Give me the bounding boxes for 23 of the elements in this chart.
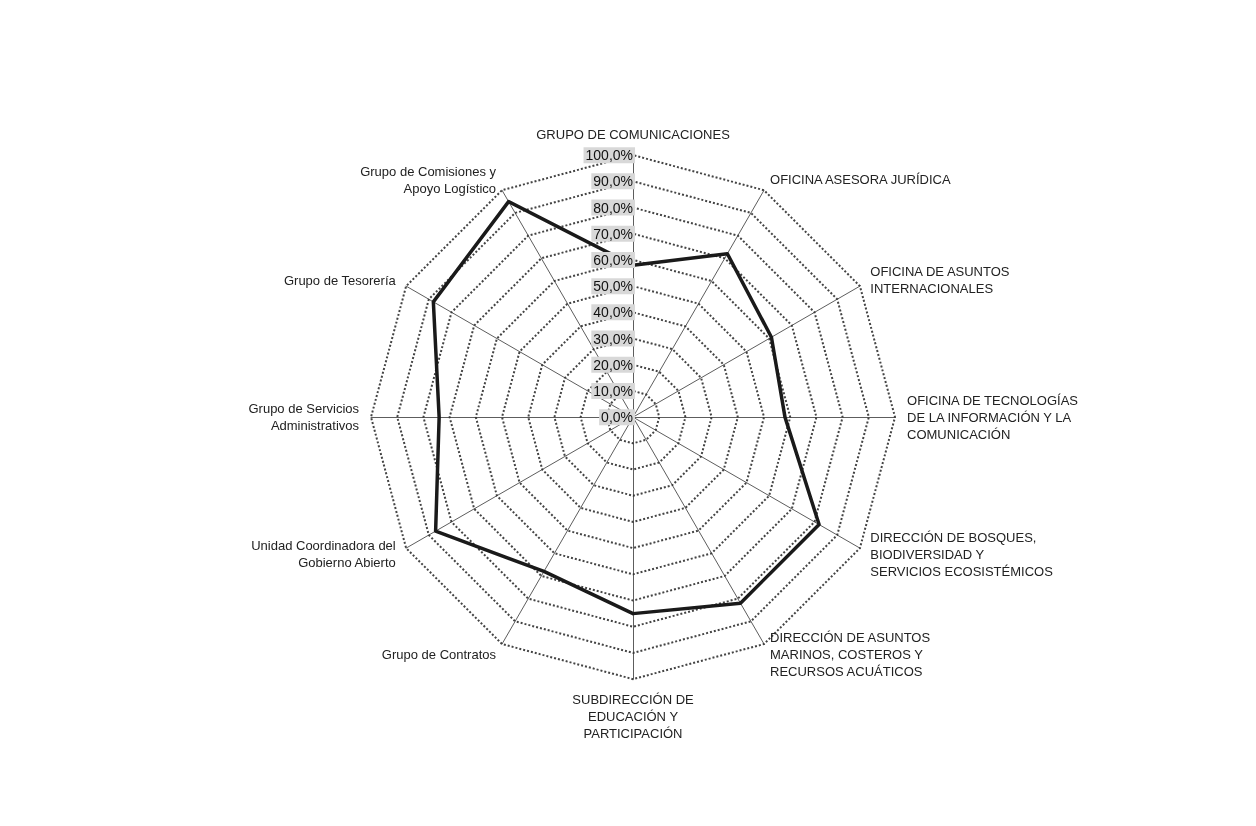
y-tick-label: 0,0%: [601, 409, 634, 426]
y-tick-label: 50,0%: [593, 278, 634, 295]
y-tick-label: 70,0%: [593, 225, 634, 242]
spoke-label: Grupo de Comisiones y Apoyo Logístico: [360, 163, 497, 196]
y-tick-label: 10,0%: [593, 382, 634, 399]
spoke-label: DIRECCIÓN DE ASUNTOS MARINOS, COSTEROS Y RECURSOS ACUÁTICOS: [770, 629, 931, 679]
y-tick-label: 100,0%: [585, 147, 634, 164]
spoke-label: Grupo de Tesorería: [283, 272, 397, 288]
spoke-label: Unidad Coordinadora del Gobierno Abierto: [251, 538, 396, 571]
spoke-label: GRUPO DE COMUNICACIONES: [536, 127, 731, 143]
spoke-label: OFICINA DE ASUNTOS INTERNACIONALES: [870, 264, 1010, 297]
spoke-label: Grupo de Servicios Administrativos: [248, 401, 360, 434]
spoke-label: Grupo de Contratos: [381, 646, 497, 662]
y-tick-label: 90,0%: [593, 173, 634, 190]
y-tick-label: 80,0%: [593, 199, 634, 216]
y-tick-label: 40,0%: [593, 304, 634, 321]
y-tick-label: 30,0%: [593, 330, 634, 347]
y-tick-label: 60,0%: [593, 251, 634, 268]
y-tick-label: 20,0%: [593, 356, 634, 373]
spoke-label: DIRECCIÓN DE BOSQUES, BIODIVERSIDAD Y SERVICIOS ECOSISTÉMICOS: [870, 529, 1054, 579]
spoke-label: OFICINA ASESORA JURÍDICA: [770, 172, 951, 188]
spoke-label: OFICINA DE TECNOLOGÍAS DE LA INFORMACIÓN Y LA COMUNICACIÓN: [907, 392, 1079, 442]
spoke-label: SUBDIRECCIÓN DE EDUCACIÓN Y PARTICIPACIÓN: [572, 692, 695, 742]
